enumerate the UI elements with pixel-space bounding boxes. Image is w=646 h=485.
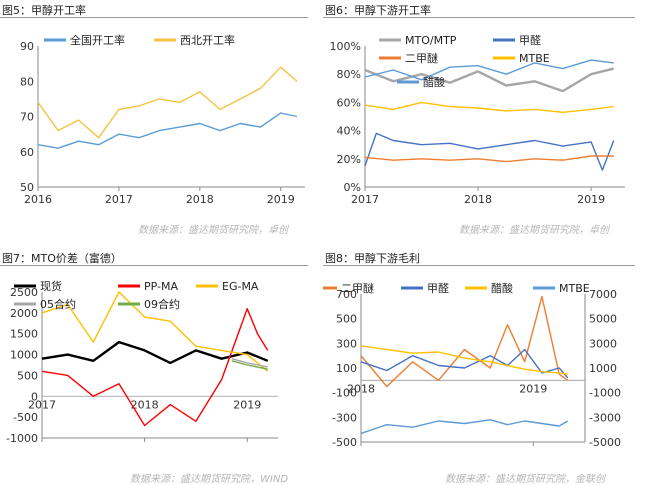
y-right-tick-label: -1000	[589, 387, 621, 400]
series-line-3	[360, 419, 569, 435]
y-tick-label: 1500	[10, 328, 38, 341]
legend-label-3: MTBE	[519, 52, 550, 65]
y-right-tick-label: 1000	[589, 362, 617, 375]
legend-label-3: 05合约	[40, 297, 76, 311]
x-tick-label: 2017	[351, 193, 379, 206]
series-line-1	[364, 132, 615, 171]
panel-mto-spread: 图7：MTO价差（富德） -1000 -500 0 500 1000 1500 2000 25…	[0, 248, 323, 485]
x-tick-label: 2019	[577, 193, 605, 206]
y-tick-label: 40%	[337, 125, 361, 138]
x-tick-label: 2018	[131, 398, 159, 411]
chart-downstream-rate: 0% 20% 40% 60% 80% 100% 2017 2018 2019 MTO/MTP 甲醛二…	[330, 33, 625, 206]
series-line-0	[41, 340, 269, 365]
y-tick-label: 90	[20, 40, 34, 53]
y-tick-label: 2500	[10, 286, 38, 299]
y-tick-label: 60%	[337, 96, 361, 109]
series-line-4	[231, 360, 268, 370]
title-divider	[323, 265, 635, 266]
panel-title: 图7：MTO价差（富德）	[2, 252, 122, 265]
legend-label-2: EG-MA	[222, 280, 259, 293]
legend-label-3: MTBE	[559, 282, 590, 295]
series-line-4	[364, 59, 614, 81]
series-line-1	[360, 348, 569, 379]
legend-label-1: 甲醛	[427, 281, 449, 295]
legend-label-2: 二甲醚	[405, 51, 438, 65]
legend-label-0: 二甲醚	[341, 281, 374, 295]
legend-label-4: 醋酸	[423, 75, 445, 89]
x-tick-label: 2018	[186, 193, 214, 206]
title-divider	[0, 265, 308, 266]
x-tick-label: 2018	[347, 382, 375, 395]
y-tick-label: -100	[332, 387, 357, 400]
y-tick-label: 0%	[344, 181, 361, 194]
series-line-0	[360, 295, 569, 388]
x-tick-label: 2017	[28, 398, 56, 411]
x-tick-label: 2018	[464, 193, 492, 206]
y-right-tick-label: 3000	[589, 337, 617, 350]
y-tick-label: 70	[20, 111, 34, 124]
y-tick-label: -300	[332, 411, 357, 424]
y-tick-label: 500	[17, 369, 38, 382]
panel-title: 图6：甲醇下游开工率	[325, 4, 431, 17]
source-note: 数据来源：盛达期货研究院，金联创	[445, 474, 605, 485]
series-line-3	[364, 101, 614, 114]
y-right-tick-label: 7000	[589, 288, 617, 301]
series-line-1	[37, 66, 298, 139]
series-line-1	[41, 308, 269, 427]
x-tick-label: 2019	[233, 398, 261, 411]
source-note: 数据来源：盛达期货研究院，卓创	[138, 225, 288, 236]
panel-title: 图8：甲醇下游毛利	[325, 252, 420, 265]
y-right-tick-label: -3000	[589, 411, 621, 424]
legend-label-0: 全国开工率	[70, 33, 125, 47]
y-tick-label: 50	[20, 181, 34, 194]
legend-label-0: MTO/MTP	[405, 34, 457, 47]
y-tick-label: -1000	[6, 432, 38, 445]
source-note: 数据来源：盛达期货研究院，WIND	[130, 474, 289, 485]
series-line-3	[231, 358, 268, 368]
series-line-0	[364, 67, 614, 93]
x-tick-label: 2017	[105, 193, 133, 206]
series-line-2	[41, 291, 269, 372]
series-line-0	[37, 112, 298, 149]
y-tick-label: 100	[336, 362, 357, 375]
chart-operating-rate: 50 60 70 80 90 2016 2017 2018 2019 全国开工率 西北开工率	[20, 33, 305, 206]
legend-label-1: 甲醛	[519, 33, 541, 47]
y-right-tick-label: 5000	[589, 313, 617, 326]
x-tick-label: 2016	[24, 193, 52, 206]
y-tick-label: 60	[20, 146, 34, 159]
legend-label-4: 09合约	[144, 297, 180, 311]
y-tick-label: 100%	[330, 40, 361, 53]
y-tick-label: 700	[336, 288, 357, 301]
legend-label-1: 西北开工率	[180, 33, 235, 47]
series-line-2	[364, 155, 614, 163]
y-tick-label: 80	[20, 75, 34, 88]
y-tick-label: 80%	[337, 68, 361, 81]
panel-downstream-margin: 图8：甲醇下游毛利 -500 -300 -100 100 300 500 700 -5000-…	[323, 248, 646, 485]
panel-downstream-operating-rate: 图6：甲醇下游开工率 0% 20% 40% 60% 80% 100% 2017 2018 201…	[323, 0, 646, 242]
panel-title: 图5：甲醇开工率	[2, 4, 86, 17]
chart-mto-spread: -1000 -500 0 500 1000 1500 2000 2500 2017 2018 201…	[6, 279, 278, 445]
y-tick-label: 500	[336, 313, 357, 326]
chart-downstream-margin: -500 -300 -100 100 300 500 700 -5000 -3000 -1000 1…	[323, 281, 621, 449]
x-tick-label: 2019	[519, 382, 547, 395]
source-note: 数据来源：盛达期货研究院，卓创	[459, 225, 609, 236]
y-tick-label: 20%	[337, 153, 361, 166]
y-tick-label: 2000	[10, 307, 38, 320]
legend-label-2: 醋酸	[491, 281, 513, 295]
y-tick-label: 0	[31, 390, 38, 403]
legend-label-0: 现货	[40, 279, 62, 293]
title-divider	[323, 17, 635, 18]
y-tick-label: -500	[13, 411, 38, 424]
y-tick-label: 1000	[10, 349, 38, 362]
legend-label-1: PP-MA	[144, 280, 178, 293]
title-divider	[0, 17, 308, 18]
y-right-tick-label: -5000	[589, 436, 621, 449]
panel-methanol-operating-rate: 图5：甲醇开工率 50 60 70 80 90 2016 2017 2018 2019 全国开工率…	[0, 0, 323, 242]
x-tick-label: 2019	[267, 193, 295, 206]
series-line-2	[360, 345, 568, 375]
y-tick-label: 300	[336, 337, 357, 350]
y-tick-label: -500	[332, 436, 357, 449]
